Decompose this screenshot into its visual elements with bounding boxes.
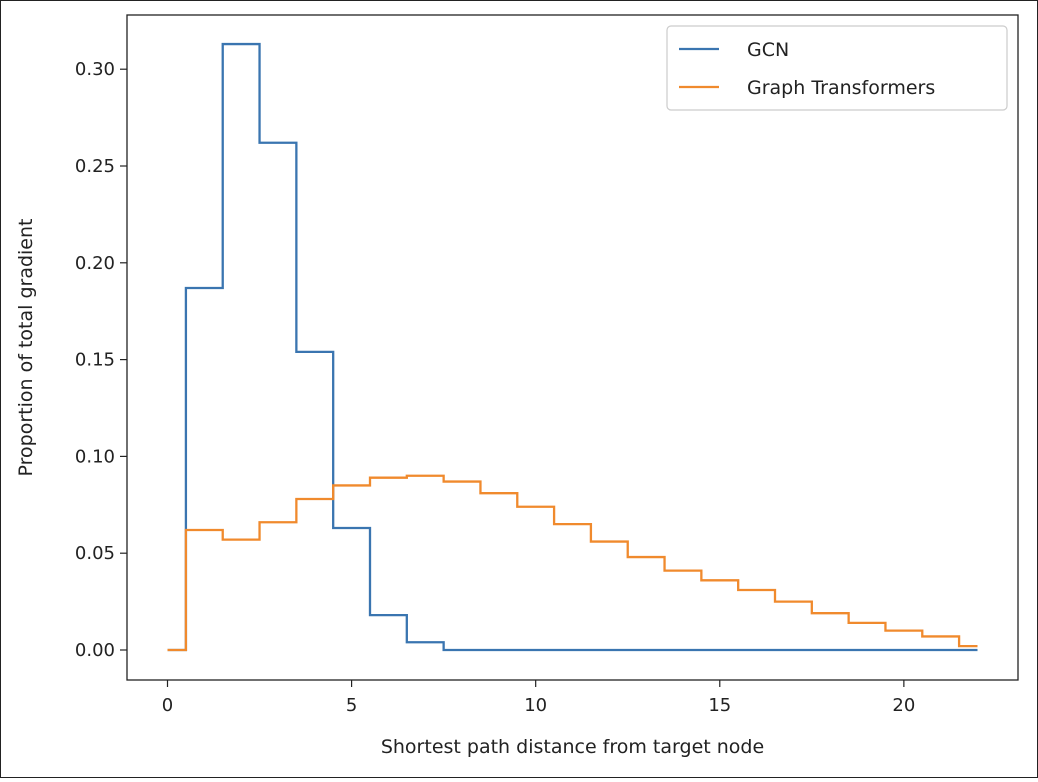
y-tick-label: 0.05: [75, 543, 115, 564]
y-tick-label: 0.00: [75, 640, 115, 661]
plot-area: [167, 42, 978, 652]
x-tick-label: 20: [892, 695, 915, 716]
y-axis-label: Proportion of total gradient: [15, 219, 37, 477]
y-tick-label: 0.20: [75, 253, 115, 274]
legend-label: Graph Transformers: [747, 77, 935, 99]
series-line-gcn: [167, 42, 978, 652]
x-tick-label: 5: [346, 695, 357, 716]
y-tick-label: 0.10: [75, 446, 115, 467]
y-tick-label: 0.15: [75, 350, 115, 371]
series-line-graph-transformers: [167, 474, 978, 652]
x-tick-label: 0: [162, 695, 173, 716]
legend-label: GCN: [747, 39, 789, 61]
axes-frame: [126, 14, 1019, 681]
y-tick-label: 0.30: [75, 59, 115, 80]
axis-ticks: 0 5 10 15 20 0.00 0.05 0.10 0.15 0.20 0.25 0.30: [75, 59, 915, 716]
x-tick-label: 15: [708, 695, 731, 716]
legend: GCN Graph Transformers: [666, 25, 1008, 111]
x-tick-label: 10: [524, 695, 547, 716]
legend-box: [666, 25, 1008, 111]
y-tick-label: 0.25: [75, 156, 115, 177]
x-axis-label: Shortest path distance from target node: [381, 736, 764, 758]
